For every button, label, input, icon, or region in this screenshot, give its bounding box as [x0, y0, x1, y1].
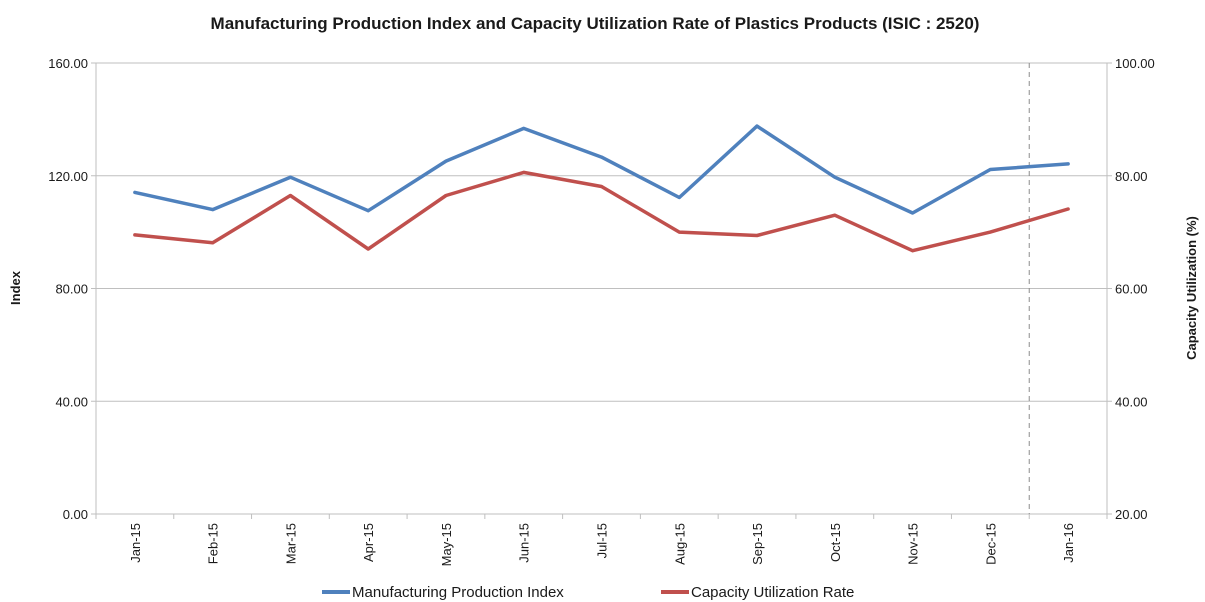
right-tick-label-4: 100.00 — [1115, 56, 1155, 71]
series-1-point-6 — [600, 185, 603, 188]
right-tick-label-2: 60.00 — [1115, 282, 1148, 297]
series-1-point-10 — [911, 249, 914, 252]
series-0-point-12 — [1067, 162, 1070, 165]
series-1-point-12 — [1067, 208, 1070, 211]
series-0-point-10 — [911, 211, 914, 214]
series-1-point-3 — [367, 248, 370, 251]
series-0-point-9 — [833, 176, 836, 179]
right-tick-label-0: 20.00 — [1115, 507, 1148, 522]
legend-label-production-index: Manufacturing Production Index — [352, 584, 564, 601]
series-0-point-3 — [367, 209, 370, 212]
x-tick-label-9: Oct-15 — [828, 523, 843, 562]
series-0-point-5 — [522, 127, 525, 130]
x-tick-label-6: Jul-15 — [595, 523, 610, 558]
series-1-point-1 — [211, 241, 214, 244]
left-tick-label-1: 40.00 — [55, 394, 88, 409]
series-1-point-0 — [133, 233, 136, 236]
series-1-point-9 — [833, 214, 836, 217]
x-tick-label-8: Sep-15 — [750, 523, 765, 565]
gridlines — [96, 63, 1107, 401]
series-0-point-1 — [211, 208, 214, 211]
legend: Manufacturing Production Index Capacity … — [322, 584, 854, 601]
left-tick-label-0: 0.00 — [63, 507, 88, 522]
x-tick-label-3: Apr-15 — [361, 523, 376, 562]
x-tick-label-7: Aug-15 — [672, 523, 687, 565]
series-0-point-11 — [989, 168, 992, 171]
series-0-point-0 — [133, 191, 136, 194]
x-tick-label-0: Jan-15 — [128, 523, 143, 563]
left-tick-label-3: 120.00 — [48, 169, 88, 184]
chart-title: Manufacturing Production Index and Capac… — [211, 14, 980, 33]
series-1-point-4 — [444, 194, 447, 197]
legend-label-capacity-rate: Capacity Utilization Rate — [691, 584, 854, 601]
series-1-point-5 — [522, 171, 525, 174]
series-0-point-8 — [756, 125, 759, 128]
right-tick-label-3: 80.00 — [1115, 169, 1148, 184]
x-tick-label-12: Jan-16 — [1061, 523, 1076, 563]
left-axis-ticks: 0.00 40.00 80.00 120.00 160.00 — [48, 56, 96, 522]
right-tick-label-1: 40.00 — [1115, 394, 1148, 409]
x-tick-label-2: Mar-15 — [283, 523, 298, 564]
series-1-point-11 — [989, 231, 992, 234]
series-line-0 — [135, 126, 1068, 213]
x-tick-label-1: Feb-15 — [206, 523, 221, 564]
x-tick-label-5: Jun-15 — [517, 523, 532, 563]
series-lines — [133, 125, 1069, 253]
y-axis-right-label: Capacity Utilization (%) — [1184, 216, 1199, 360]
x-tick-label-10: Nov-15 — [906, 523, 921, 565]
series-1-point-7 — [678, 231, 681, 234]
right-axis-ticks: 20.00 40.00 60.00 80.00 100.00 — [1107, 56, 1155, 522]
series-0-point-4 — [444, 160, 447, 163]
series-0-point-6 — [600, 156, 603, 159]
y-axis-left-label: Index — [8, 270, 23, 305]
x-axis-ticks: Jan-15 Feb-15 Mar-15 Apr-15 May-15 Jun-15 Jul-… — [96, 514, 1107, 566]
series-1-point-2 — [289, 194, 292, 197]
series-0-point-7 — [678, 196, 681, 199]
series-1-point-8 — [756, 234, 759, 237]
x-tick-label-11: Dec-15 — [983, 523, 998, 565]
left-tick-label-4: 160.00 — [48, 56, 88, 71]
x-tick-label-4: May-15 — [439, 523, 454, 566]
left-tick-label-2: 80.00 — [55, 282, 88, 297]
series-0-point-2 — [289, 176, 292, 179]
